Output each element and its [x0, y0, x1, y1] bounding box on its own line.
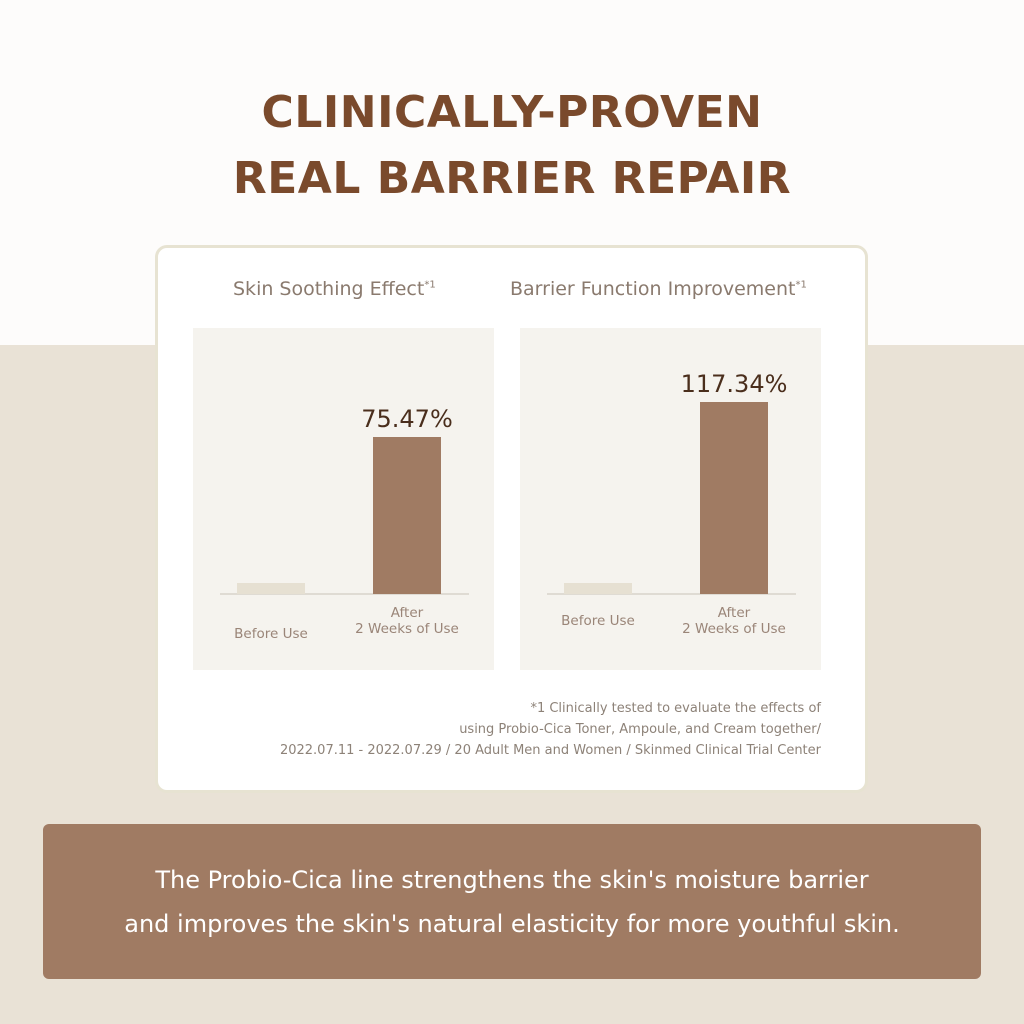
footnote-line-2: using Probio-Cica Toner, Ampoule, and Cr…	[459, 722, 821, 737]
footnote-line-3: 2022.07.11 - 2022.07.29 / 20 Adult Men a…	[279, 743, 821, 758]
title-line-1: CLINICALLY-PROVEN	[261, 87, 763, 138]
category-label: Before Use	[234, 626, 308, 642]
bar-before	[237, 583, 305, 594]
summary-banner: The Probio-Cica line strengthens the ski…	[43, 824, 981, 979]
chart-2-panel: Before Use 117.34% After 2 Weeks of Use	[520, 328, 821, 670]
category-label: 2 Weeks of Use	[355, 621, 459, 637]
category-label: After	[391, 605, 424, 621]
page-title: CLINICALLY-PROVEN REAL BARRIER REPAIR	[0, 80, 1024, 212]
banner-line-2: and improves the skin's natural elastici…	[124, 910, 900, 938]
footnote: *1 Clinically tested to evaluate the eff…	[180, 698, 821, 761]
category-label: 2 Weeks of Use	[682, 621, 786, 637]
category-label: Before Use	[561, 613, 635, 629]
footnote-line-1: *1 Clinically tested to evaluate the eff…	[530, 701, 821, 716]
chart-1-title: Skin Soothing Effect*1	[233, 278, 436, 300]
bar-after	[373, 437, 441, 594]
bar-before	[564, 583, 632, 594]
category-label: After	[718, 605, 751, 621]
chart-1-panel: Before Use 75.47% After 2 Weeks of Use	[193, 328, 494, 670]
banner-line-1: The Probio-Cica line strengthens the ski…	[155, 866, 869, 894]
data-label: 117.34%	[681, 370, 788, 398]
bar-after	[700, 402, 768, 594]
data-label: 75.47%	[361, 405, 453, 433]
title-line-2: REAL BARRIER REPAIR	[232, 153, 792, 204]
chart-2-title: Barrier Function Improvement*1	[510, 278, 807, 300]
